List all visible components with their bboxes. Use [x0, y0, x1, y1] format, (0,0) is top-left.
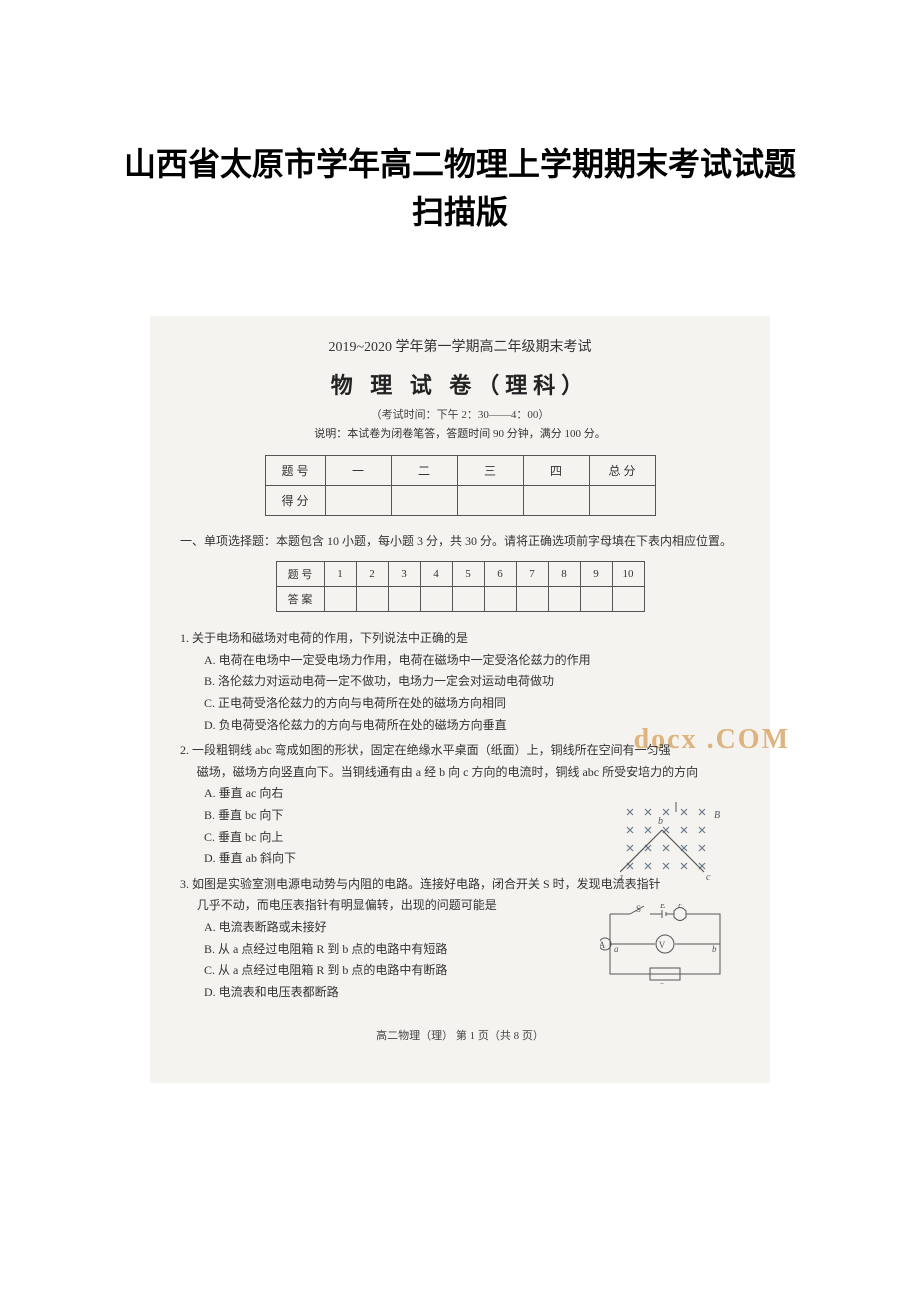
score-cell: [457, 486, 523, 516]
th-num: 5: [452, 562, 484, 587]
exam-time: （考试时间：下午 2：30——4：00）: [180, 406, 740, 422]
svg-text:S: S: [636, 904, 641, 914]
q1-option-d: D. 负电荷受洛伦兹力的方向与电荷所在处的磁场方向垂直: [180, 715, 740, 737]
ans-cell: [452, 587, 484, 612]
ans-cell: [420, 587, 452, 612]
exam-note: 说明：本试卷为闭卷笔答，答题时间 90 分钟，满分 100 分。: [180, 425, 740, 441]
th-num: 4: [420, 562, 452, 587]
q2-stem-2: 磁场，磁场方向竖直向下。当铜线通有由 a 经 b 向 c 方向的电流时，铜线 a…: [180, 762, 740, 784]
th-num: 9: [580, 562, 612, 587]
th-col: 四: [523, 456, 589, 486]
table-row: 题 号 1 2 3 4 5 6 7 8 9 10: [276, 562, 644, 587]
q2-stem-1: 2. 一段粗铜线 abc 弯成如图的形状，固定在绝缘水平桌面（纸面）上，铜线所在…: [180, 740, 740, 762]
question-1: 1. 关于电场和磁场对电荷的作用，下列说法中正确的是 A. 电荷在电场中一定受电…: [180, 628, 740, 736]
th-col: 一: [325, 456, 391, 486]
svg-text:E: E: [659, 904, 666, 910]
magnetic-field-icon: a b c B: [620, 800, 730, 880]
svg-text:A: A: [600, 940, 606, 950]
document-title: 山西省太原市学年高二物理上学期期末考试试题扫描版: [0, 0, 920, 276]
score-cell: [325, 486, 391, 516]
q1-option-c: C. 正电荷受洛伦兹力的方向与电荷所在处的磁场方向相同: [180, 693, 740, 715]
table-row: 得 分: [265, 486, 655, 516]
table-row: 答 案: [276, 587, 644, 612]
ans-cell: [548, 587, 580, 612]
th-num: 3: [388, 562, 420, 587]
ans-cell: [612, 587, 644, 612]
th-col: 三: [457, 456, 523, 486]
th-num: 2: [356, 562, 388, 587]
q3-diagram: V A S E r a b R: [600, 904, 730, 992]
question-2: 2. 一段粗铜线 abc 弯成如图的形状，固定在绝缘水平桌面（纸面）上，铜线所在…: [180, 740, 740, 870]
th-num: 10: [612, 562, 644, 587]
scanned-page: docx .COM 2019~2020 学年第一学期高二年级期末考试 物 理 试…: [150, 316, 770, 1083]
q3-stem-1: 3. 如图是实验室测电源电动势与内阻的电路。连接好电路，闭合开关 S 时，发现电…: [180, 874, 740, 896]
svg-text:a: a: [614, 944, 619, 954]
th-col: 二: [391, 456, 457, 486]
svg-text:r: r: [678, 904, 682, 910]
svg-text:b: b: [658, 816, 663, 827]
th-label: 答 案: [276, 587, 324, 612]
ans-cell: [516, 587, 548, 612]
th-label: 题 号: [265, 456, 325, 486]
q1-stem: 1. 关于电场和磁场对电荷的作用，下列说法中正确的是: [180, 628, 740, 650]
svg-text:R: R: [658, 982, 665, 984]
th-num: 1: [324, 562, 356, 587]
svg-text:V: V: [659, 940, 666, 950]
section-1-title: 一、单项选择题：本题包含 10 小题，每小题 3 分，共 30 分。请将正确选项…: [180, 532, 740, 551]
ans-cell: [580, 587, 612, 612]
ans-cell: [388, 587, 420, 612]
ans-cell: [484, 587, 516, 612]
table-row: 题 号 一 二 三 四 总 分: [265, 456, 655, 486]
q1-option-b: B. 洛伦兹力对运动电荷一定不做功，电场力一定会对运动电荷做功: [180, 671, 740, 693]
question-3: 3. 如图是实验室测电源电动势与内阻的电路。连接好电路，闭合开关 S 时，发现电…: [180, 874, 740, 1004]
ans-cell: [324, 587, 356, 612]
th-col: 总 分: [589, 456, 655, 486]
exam-title: 物 理 试 卷（理科）: [180, 368, 740, 400]
q2-diagram: a b c B: [620, 800, 730, 880]
exam-year-header: 2019~2020 学年第一学期高二年级期末考试: [180, 336, 740, 356]
score-cell: [391, 486, 457, 516]
answer-table: 题 号 1 2 3 4 5 6 7 8 9 10 答 案: [276, 561, 645, 612]
th-num: 8: [548, 562, 580, 587]
svg-text:B: B: [714, 810, 720, 821]
th-label: 得 分: [265, 486, 325, 516]
score-table: 题 号 一 二 三 四 总 分 得 分: [265, 455, 656, 516]
th-label: 题 号: [276, 562, 324, 587]
score-cell: [523, 486, 589, 516]
page-footer: 高二物理（理） 第 1 页（共 8 页）: [180, 1027, 740, 1043]
th-num: 7: [516, 562, 548, 587]
score-cell: [589, 486, 655, 516]
th-num: 6: [484, 562, 516, 587]
q1-option-a: A. 电荷在电场中一定受电场力作用，电荷在磁场中一定受洛伦兹力的作用: [180, 650, 740, 672]
circuit-icon: V A S E r a b R: [600, 904, 730, 984]
svg-text:b: b: [712, 944, 717, 954]
ans-cell: [356, 587, 388, 612]
